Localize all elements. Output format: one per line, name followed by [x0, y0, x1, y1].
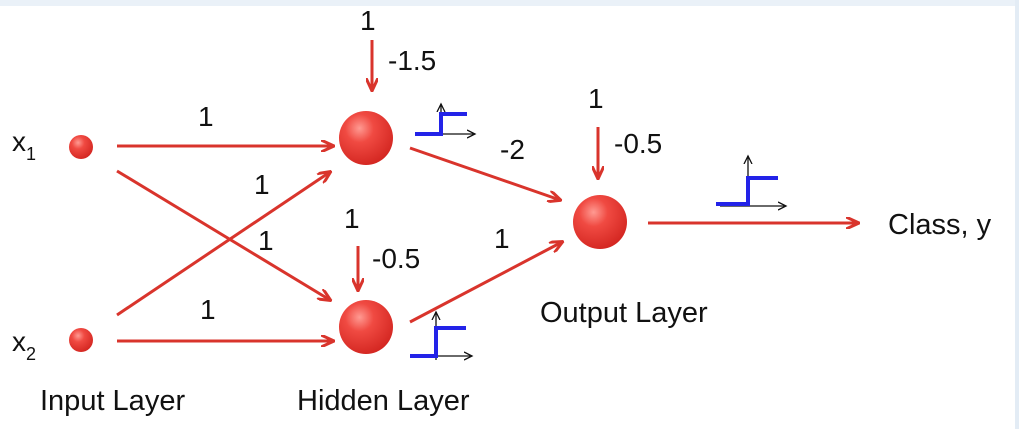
input-layer-label: Input Layer	[40, 385, 185, 417]
edge-h1-out	[409, 146, 560, 200]
right-strip	[1015, 0, 1019, 429]
weight-x2-h1: 1	[254, 169, 270, 200]
bias-weight-h2: -0.5	[372, 243, 420, 274]
step-function-icon	[410, 312, 472, 360]
bias-weight-h1: -1.5	[388, 45, 436, 76]
output-layer-label: Output Layer	[540, 297, 708, 329]
class-output-label: Class, y	[888, 209, 992, 241]
weight-h2-out: 1	[494, 223, 510, 254]
input-node-x2	[69, 328, 93, 352]
bias-input-h1: 1	[360, 5, 376, 36]
input-label-x2: x2	[12, 326, 36, 364]
weight-x1-h1: 1	[198, 101, 214, 132]
edge-h2-out	[409, 242, 562, 324]
top-strip	[0, 0, 1019, 6]
input-node-x1	[69, 135, 93, 159]
hidden-node-2	[339, 300, 393, 354]
output-node	[573, 195, 627, 249]
hidden-node-1	[339, 111, 393, 165]
weight-x1-h2: 1	[258, 225, 274, 256]
edge-x2-h1	[116, 172, 330, 317]
bias-input-h2: 1	[344, 203, 360, 234]
step-function-icon	[415, 104, 475, 134]
weight-h1-out: -2	[500, 134, 525, 165]
step-function-icon	[716, 156, 786, 206]
edge-x1-h2	[116, 169, 330, 300]
weight-x2-h2: 1	[200, 294, 216, 325]
bias-weight-out: -0.5	[614, 128, 662, 159]
bias-input-out: 1	[588, 83, 604, 114]
input-label-x1: x1	[12, 126, 36, 164]
hidden-layer-label: Hidden Layer	[297, 385, 470, 417]
